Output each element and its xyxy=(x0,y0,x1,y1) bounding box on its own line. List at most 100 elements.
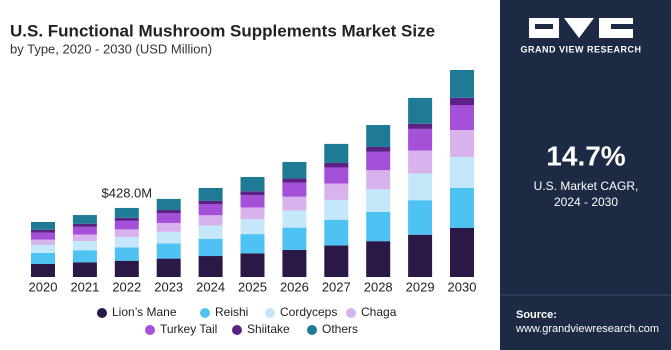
bar-segment xyxy=(31,232,55,240)
bar-segment xyxy=(366,211,391,242)
legend-label: Lion’s Mane xyxy=(112,305,177,319)
legend-label: Turkey Tail xyxy=(160,322,217,336)
x-tick-label: 2024 xyxy=(196,279,225,294)
bar-segment xyxy=(408,200,433,235)
bar-segment xyxy=(114,229,139,238)
bar-segment xyxy=(324,219,349,246)
bar-segment xyxy=(366,146,391,152)
legend-label: Reishi xyxy=(215,305,248,319)
bar-segment xyxy=(198,256,223,277)
bar-segment xyxy=(114,237,139,248)
legend-swatch xyxy=(346,308,356,318)
bar-segment xyxy=(324,162,349,168)
bar-segment xyxy=(366,151,391,171)
legend-label: Shiitake xyxy=(247,322,290,336)
chart-subtitle: by Type, 2020 - 2030 (USD Million) xyxy=(10,41,212,56)
brand: GRAND VIEW RESEARCH xyxy=(520,44,641,54)
sidebar-panel xyxy=(500,0,671,350)
bar-segment xyxy=(114,207,139,218)
bar-segment xyxy=(240,195,265,208)
bar-segment xyxy=(282,161,307,179)
bar-segment xyxy=(282,227,307,250)
logo-block xyxy=(564,18,594,38)
bar-segment xyxy=(408,150,433,174)
bar-segment xyxy=(450,130,474,157)
bar-segment xyxy=(31,244,55,253)
x-tick-label: 2022 xyxy=(112,279,141,294)
bar-segment xyxy=(31,252,55,264)
bar-segment xyxy=(408,123,433,129)
bar-segment xyxy=(450,70,474,98)
x-tick-label: 2021 xyxy=(70,279,99,294)
bar-segment xyxy=(408,128,433,151)
bar-segment xyxy=(366,125,391,147)
bar-segment xyxy=(72,262,97,277)
bar-segment xyxy=(156,222,181,232)
bar-segment xyxy=(198,204,223,216)
bar-segment xyxy=(366,170,391,190)
bar-segment xyxy=(31,263,55,277)
x-tick-label: 2027 xyxy=(322,279,351,294)
bar-segment xyxy=(282,249,307,277)
legend-swatch xyxy=(145,325,155,335)
logo xyxy=(529,18,633,38)
legend-label: Chaga xyxy=(361,305,397,319)
x-tick-label: 2020 xyxy=(29,279,58,294)
bar-segment xyxy=(408,173,433,201)
legend-label: Cordyceps xyxy=(280,305,337,319)
cagr-caption: U.S. Market CAGR, xyxy=(534,179,639,193)
legend-swatch xyxy=(232,325,242,335)
bar-segment xyxy=(198,238,223,257)
cagr-caption: 2024 - 2030 xyxy=(554,195,618,209)
bar-segment xyxy=(450,97,474,106)
bar-segment xyxy=(240,176,265,192)
source-url: www.grandviewresearch.com xyxy=(515,323,659,335)
bar-segment xyxy=(198,200,223,205)
bar-segment xyxy=(240,191,265,196)
bar-segment xyxy=(31,239,55,245)
legend-swatch xyxy=(200,308,210,318)
legend-swatch xyxy=(97,308,107,318)
x-tick-label: 2025 xyxy=(238,279,267,294)
bar-segment xyxy=(114,247,139,261)
bar-segment xyxy=(156,210,181,214)
x-tick-label: 2023 xyxy=(154,279,183,294)
logo-cut xyxy=(611,24,633,29)
x-tick-label: 2029 xyxy=(406,279,435,294)
bar-segment xyxy=(72,226,97,235)
legend-label: Others xyxy=(322,322,358,336)
bar-segment xyxy=(114,220,139,230)
bar-segment xyxy=(72,223,97,227)
logo-cut xyxy=(535,24,553,29)
bar-segment xyxy=(408,97,433,124)
bar-segment xyxy=(156,258,181,277)
bar-segment xyxy=(156,231,181,244)
bar-segment xyxy=(198,225,223,239)
bar-segment xyxy=(198,215,223,226)
chart-title: U.S. Functional Mushroom Supplements Mar… xyxy=(10,21,435,40)
bar-segment xyxy=(282,178,307,183)
bar-segment xyxy=(198,187,223,201)
bar-segment xyxy=(282,182,307,197)
bar-segment xyxy=(450,187,474,228)
cagr-value: 14.7% xyxy=(546,140,625,171)
bar-segment xyxy=(324,199,349,220)
bar-segment xyxy=(366,241,391,277)
bar-segment xyxy=(324,167,349,184)
bar-segment xyxy=(408,234,433,277)
x-tick-label: 2030 xyxy=(448,279,477,294)
bar-segment xyxy=(156,213,181,223)
bar-segment xyxy=(450,105,474,131)
bar-segment xyxy=(324,143,349,163)
bar-segment xyxy=(72,234,97,242)
bar-segment xyxy=(240,219,265,235)
bar-segment xyxy=(324,183,349,200)
bar-segment xyxy=(240,207,265,220)
x-tick-label: 2026 xyxy=(280,279,309,294)
bar-segment xyxy=(450,156,474,188)
legend-swatch xyxy=(265,308,275,318)
bar-segment xyxy=(114,217,139,221)
bar-segment xyxy=(72,250,97,263)
